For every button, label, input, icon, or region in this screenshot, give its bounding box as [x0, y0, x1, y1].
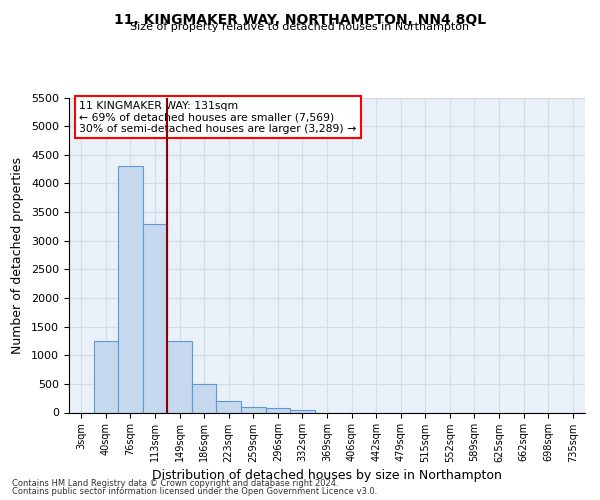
Bar [167, 341, 192, 412]
Bar [266, 408, 290, 412]
Text: 11, KINGMAKER WAY, NORTHAMPTON, NN4 8QL: 11, KINGMAKER WAY, NORTHAMPTON, NN4 8QL [114, 12, 486, 26]
Bar [192, 384, 217, 412]
Bar [217, 401, 241, 412]
Text: Contains public sector information licensed under the Open Government Licence v3: Contains public sector information licen… [12, 487, 377, 496]
Text: 11 KINGMAKER WAY: 131sqm
← 69% of detached houses are smaller (7,569)
30% of sem: 11 KINGMAKER WAY: 131sqm ← 69% of detach… [79, 100, 356, 134]
Bar [94, 341, 118, 412]
Bar [118, 166, 143, 412]
X-axis label: Distribution of detached houses by size in Northampton: Distribution of detached houses by size … [152, 468, 502, 481]
Bar [143, 224, 167, 412]
Bar [290, 410, 315, 412]
Bar [241, 407, 266, 412]
Text: Contains HM Land Registry data © Crown copyright and database right 2024.: Contains HM Land Registry data © Crown c… [12, 478, 338, 488]
Y-axis label: Number of detached properties: Number of detached properties [11, 156, 24, 354]
Text: Size of property relative to detached houses in Northampton: Size of property relative to detached ho… [130, 22, 470, 32]
